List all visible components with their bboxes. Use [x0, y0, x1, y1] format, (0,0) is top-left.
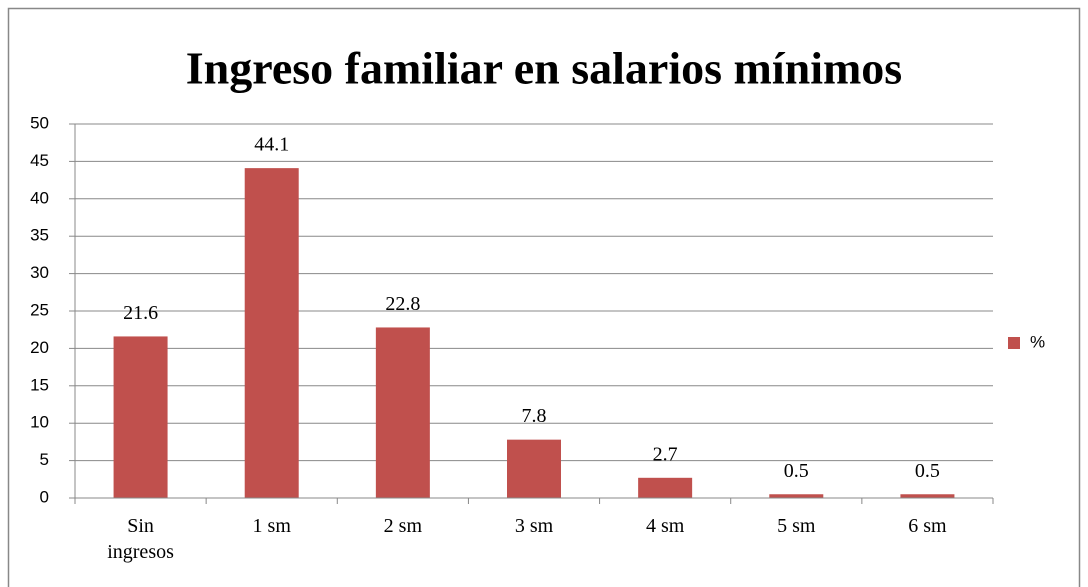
y-tick-label: 50 — [30, 113, 49, 132]
x-tick-label: 1 sm — [252, 515, 291, 537]
data-label: 22.8 — [385, 293, 420, 315]
bar — [113, 336, 168, 498]
data-label: 0.5 — [915, 460, 940, 482]
x-tick-label: 6 sm — [908, 515, 947, 537]
data-label: 2.7 — [653, 443, 678, 465]
y-tick-label: 0 — [40, 487, 49, 506]
bar — [769, 494, 824, 498]
y-tick-label: 40 — [30, 188, 49, 207]
y-tick-label: 5 — [40, 450, 49, 469]
data-label: 7.8 — [522, 405, 547, 427]
bar — [638, 477, 693, 498]
y-tick-label: 10 — [30, 413, 49, 432]
bar — [507, 439, 561, 498]
bar — [375, 327, 430, 498]
y-tick-label: 25 — [30, 300, 49, 319]
bar — [900, 494, 955, 498]
legend-label: % — [1030, 332, 1045, 351]
x-tick-label: 2 sm — [383, 515, 423, 537]
y-tick-label: 45 — [30, 151, 49, 170]
y-tick-label: 20 — [30, 338, 49, 357]
y-tick-label: 30 — [30, 263, 49, 282]
x-tick-label: 5 sm — [777, 515, 816, 537]
chart-title: Ingreso familiar en salarios mínimos — [186, 43, 902, 94]
chart-border — [7, 7, 1081, 587]
bar — [244, 168, 299, 498]
x-tick-label: 3 sm — [514, 515, 554, 537]
y-tick-label: 35 — [30, 226, 49, 245]
x-tick-label: 4 sm — [645, 515, 685, 537]
data-label: 21.6 — [123, 302, 158, 324]
x-tick-label: Sin ingresos — [107, 515, 174, 563]
y-tick-label: 15 — [30, 375, 49, 394]
legend-swatch — [1008, 337, 1020, 349]
data-label: 44.1 — [254, 134, 289, 156]
data-label: 0.5 — [784, 460, 809, 482]
